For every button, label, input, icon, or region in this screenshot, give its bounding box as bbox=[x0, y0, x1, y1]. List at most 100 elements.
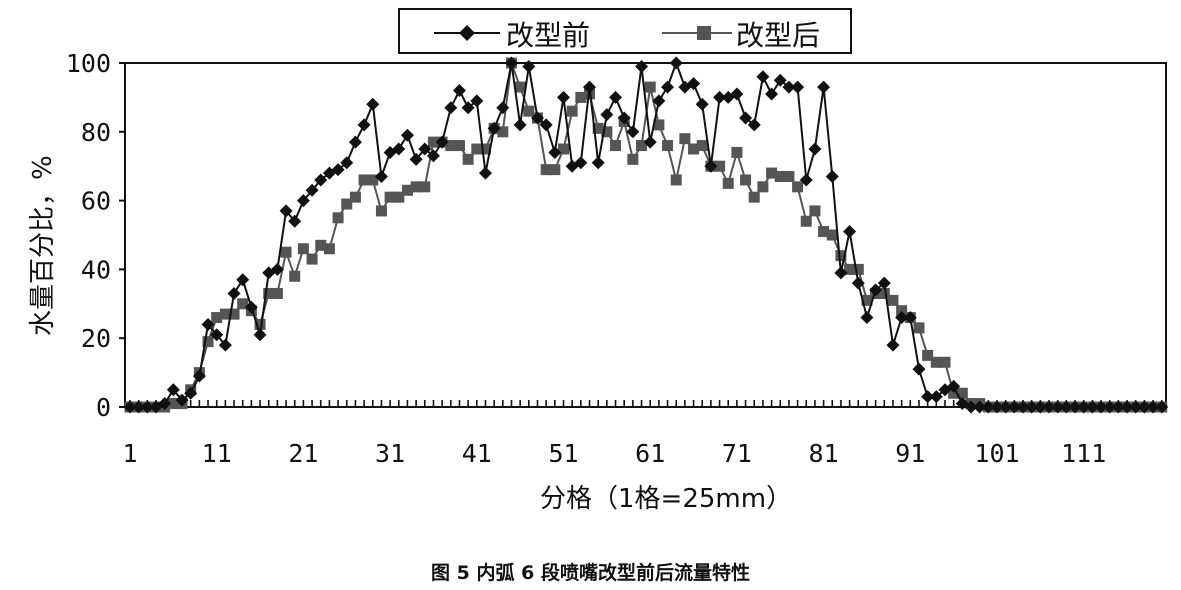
data-point-diamond bbox=[834, 266, 848, 280]
data-point-square bbox=[939, 356, 951, 368]
legend-label-after: 改型后 bbox=[736, 19, 821, 52]
data-point-square bbox=[792, 181, 804, 193]
series-line bbox=[130, 62, 1162, 408]
data-point-square bbox=[714, 160, 726, 172]
y-tick-label: 100 bbox=[66, 49, 111, 78]
data-point-diamond bbox=[643, 135, 657, 149]
data-point-square bbox=[610, 140, 622, 152]
data-point-diamond bbox=[496, 101, 510, 115]
x-tick-label: 41 bbox=[462, 439, 492, 468]
data-point-square bbox=[748, 191, 760, 203]
data-point-diamond bbox=[591, 156, 605, 170]
data-point-square bbox=[453, 140, 465, 152]
data-point-diamond bbox=[1068, 400, 1082, 414]
data-point-diamond bbox=[192, 369, 206, 383]
data-point-square bbox=[202, 336, 214, 348]
data-point-diamond bbox=[340, 156, 354, 170]
data-point-square bbox=[896, 305, 908, 317]
data-point-square bbox=[852, 263, 864, 275]
data-point-square bbox=[289, 270, 301, 282]
data-point-diamond bbox=[331, 163, 345, 177]
data-point-square bbox=[167, 398, 179, 410]
data-point-diamond bbox=[374, 170, 388, 184]
data-point-diamond bbox=[687, 77, 701, 91]
data-point-square bbox=[445, 140, 457, 152]
data-point-diamond bbox=[574, 156, 588, 170]
data-point-square bbox=[393, 191, 405, 203]
data-point-square bbox=[315, 239, 327, 251]
data-point-diamond bbox=[1016, 400, 1030, 414]
data-point-diamond bbox=[158, 397, 172, 411]
data-point-square bbox=[375, 205, 387, 217]
data-point-diamond bbox=[583, 80, 597, 94]
data-point-square bbox=[323, 243, 335, 255]
data-point-square bbox=[844, 263, 856, 275]
data-point-square bbox=[887, 294, 899, 306]
data-point-diamond bbox=[305, 183, 319, 197]
data-point-diamond bbox=[400, 128, 414, 142]
data-point-square bbox=[523, 105, 535, 117]
data-point-square bbox=[835, 250, 847, 262]
data-point-diamond bbox=[843, 225, 857, 239]
data-point-diamond bbox=[123, 400, 137, 414]
data-point-diamond bbox=[366, 97, 380, 111]
legend-marker-square bbox=[662, 26, 732, 40]
data-point-diamond bbox=[981, 400, 995, 414]
data-point-diamond bbox=[1077, 400, 1091, 414]
data-point-square bbox=[826, 229, 838, 241]
legend-item-after: 改型后 bbox=[660, 10, 860, 52]
data-point-square bbox=[722, 177, 734, 189]
legend-marker-diamond bbox=[434, 25, 500, 41]
data-point-square bbox=[566, 105, 578, 117]
data-point-square bbox=[653, 119, 665, 131]
x-tick-label: 81 bbox=[809, 439, 839, 468]
data-point-square bbox=[948, 387, 960, 399]
data-point-diamond bbox=[530, 111, 544, 125]
data-point-square bbox=[419, 181, 431, 193]
y-tick-label: 0 bbox=[96, 393, 111, 422]
data-point-square bbox=[731, 146, 743, 158]
data-point-square bbox=[297, 243, 309, 255]
data-point-square bbox=[627, 153, 639, 165]
data-point-square bbox=[401, 184, 413, 196]
data-point-diamond bbox=[444, 101, 458, 115]
data-point-square bbox=[237, 298, 249, 310]
data-point-square bbox=[861, 294, 873, 306]
data-point-diamond bbox=[270, 262, 284, 276]
data-point-diamond bbox=[236, 273, 250, 287]
data-point-square bbox=[280, 246, 292, 258]
data-point-diamond bbox=[348, 135, 362, 149]
data-point-diamond bbox=[184, 386, 198, 400]
data-point-diamond bbox=[895, 311, 909, 325]
data-point-diamond bbox=[487, 121, 501, 135]
data-point-diamond bbox=[929, 390, 943, 404]
data-point-diamond bbox=[886, 338, 900, 352]
data-point-diamond bbox=[713, 90, 727, 104]
plot-frame bbox=[124, 62, 1167, 408]
data-point-square bbox=[479, 143, 491, 155]
data-point-diamond bbox=[279, 204, 293, 218]
data-point-diamond bbox=[747, 118, 761, 132]
data-point-square bbox=[540, 164, 552, 176]
data-point-diamond bbox=[478, 166, 492, 180]
data-point-diamond bbox=[1137, 400, 1151, 414]
y-tick-label: 80 bbox=[81, 118, 111, 147]
x-tick-label: 101 bbox=[974, 439, 1019, 468]
y-tick-label: 60 bbox=[81, 187, 111, 216]
legend-label-before: 改型前 bbox=[506, 19, 591, 52]
data-point-diamond bbox=[461, 101, 475, 115]
data-point-square bbox=[410, 181, 422, 193]
data-point-square bbox=[688, 143, 700, 155]
data-point-diamond bbox=[947, 379, 961, 393]
data-point-diamond bbox=[1103, 400, 1117, 414]
legend: 改型前 改型后 bbox=[398, 8, 852, 54]
data-point-square bbox=[644, 81, 656, 93]
data-point-diamond bbox=[470, 94, 484, 108]
data-point-diamond bbox=[1042, 400, 1056, 414]
data-point-diamond bbox=[1155, 400, 1169, 414]
data-point-diamond bbox=[452, 84, 466, 98]
data-point-diamond bbox=[175, 393, 189, 407]
data-point-diamond bbox=[808, 142, 822, 156]
x-tick-label: 11 bbox=[202, 439, 232, 468]
data-point-diamond bbox=[626, 125, 640, 139]
